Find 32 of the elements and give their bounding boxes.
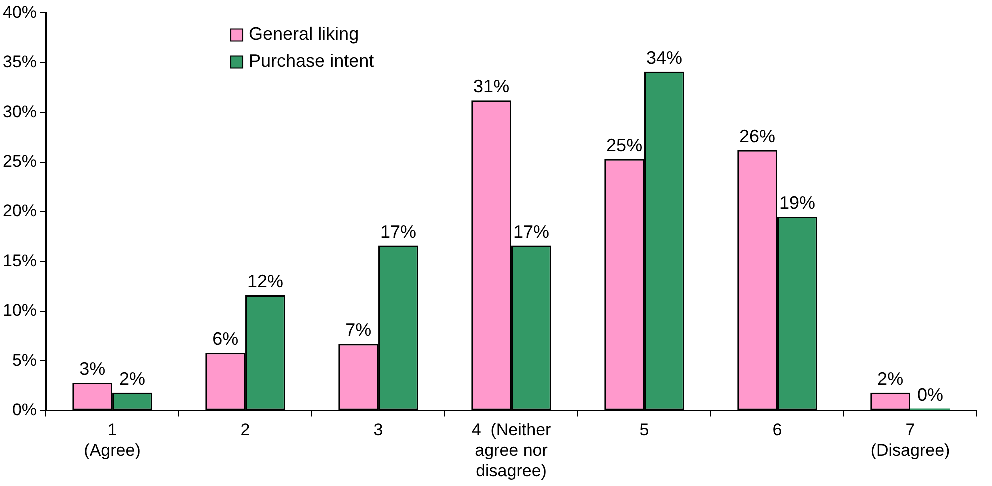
data-label: 3% bbox=[80, 358, 106, 379]
data-label: 17% bbox=[380, 222, 416, 242]
data-label: 26% bbox=[740, 126, 776, 146]
data-label: 7% bbox=[346, 320, 372, 340]
data-label: 0% bbox=[917, 384, 944, 405]
x-tick-label: 3 bbox=[374, 420, 384, 440]
x-tick-label: 5 bbox=[640, 420, 650, 440]
data-label: 6% bbox=[212, 329, 239, 350]
legend-label: Purchase intent bbox=[249, 51, 374, 72]
y-tick-label: 40% bbox=[2, 2, 38, 22]
data-label: 12% bbox=[247, 271, 284, 292]
data-label: 2% bbox=[119, 368, 146, 389]
y-tick-label: 35% bbox=[2, 52, 38, 72]
y-tick-label: 0% bbox=[12, 400, 38, 420]
y-tick-label: 5% bbox=[12, 350, 38, 370]
x-tick-label: 6 bbox=[772, 420, 782, 440]
y-tick-label: 30% bbox=[2, 102, 38, 122]
x-tick-label: 1 (Agree) bbox=[84, 420, 141, 460]
x-tick-label: 4 (Neither agree nor disagree) bbox=[472, 420, 552, 480]
data-label: 31% bbox=[474, 76, 510, 97]
data-label: 2% bbox=[878, 368, 904, 389]
data-label: 17% bbox=[513, 222, 550, 242]
y-tick-label: 20% bbox=[2, 202, 38, 221]
y-tick-label: 25% bbox=[2, 152, 38, 171]
data-label: 25% bbox=[606, 135, 643, 156]
x-tick-label: 2 bbox=[240, 420, 250, 440]
data-label: 19% bbox=[779, 192, 816, 213]
legend-label: General liking bbox=[249, 24, 360, 44]
x-tick-label: 7 (Disagree) bbox=[870, 420, 950, 460]
y-tick-label: 10% bbox=[2, 301, 38, 320]
y-tick-label: 15% bbox=[2, 251, 38, 270]
data-label: 34% bbox=[646, 48, 682, 68]
